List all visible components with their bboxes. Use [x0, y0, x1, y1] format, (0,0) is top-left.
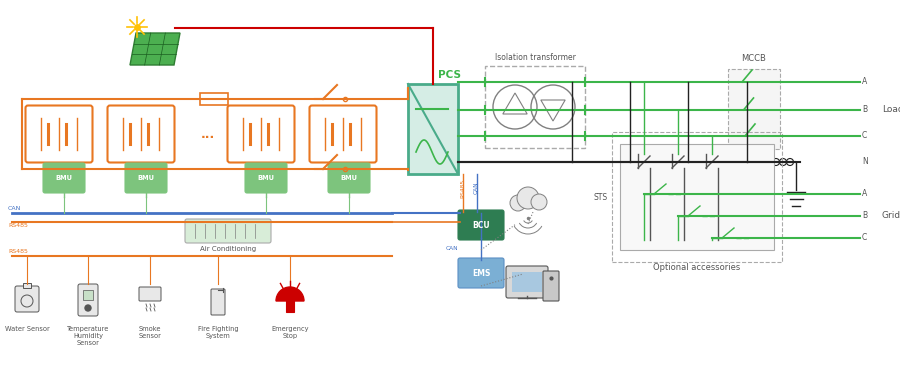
- FancyBboxPatch shape: [15, 286, 39, 312]
- Text: Fire Fighting
System: Fire Fighting System: [198, 326, 238, 339]
- FancyBboxPatch shape: [125, 163, 167, 193]
- FancyBboxPatch shape: [485, 66, 585, 148]
- FancyBboxPatch shape: [328, 163, 370, 193]
- FancyBboxPatch shape: [185, 219, 271, 243]
- Text: BCU: BCU: [472, 220, 490, 230]
- Text: EMS: EMS: [472, 268, 491, 278]
- Text: Isolation transformer: Isolation transformer: [495, 53, 575, 62]
- FancyBboxPatch shape: [245, 163, 287, 193]
- Wedge shape: [276, 287, 304, 301]
- Text: MCCB: MCCB: [742, 54, 767, 63]
- FancyBboxPatch shape: [543, 271, 559, 301]
- FancyBboxPatch shape: [139, 287, 161, 301]
- FancyBboxPatch shape: [211, 289, 225, 315]
- Text: B: B: [862, 212, 867, 220]
- Circle shape: [517, 187, 539, 209]
- FancyBboxPatch shape: [228, 106, 294, 162]
- Text: C: C: [862, 131, 868, 141]
- FancyBboxPatch shape: [23, 283, 31, 288]
- Text: BMU: BMU: [257, 175, 274, 181]
- Text: CAN: CAN: [474, 182, 479, 194]
- Text: Emergency
Stop: Emergency Stop: [271, 326, 309, 339]
- FancyBboxPatch shape: [107, 106, 175, 162]
- Circle shape: [85, 305, 91, 311]
- Text: STS: STS: [594, 192, 608, 202]
- FancyBboxPatch shape: [408, 84, 458, 174]
- Text: RS485: RS485: [460, 179, 465, 197]
- FancyBboxPatch shape: [506, 266, 548, 298]
- Text: BMU: BMU: [56, 175, 73, 181]
- FancyBboxPatch shape: [620, 144, 774, 250]
- Text: Water Sensor: Water Sensor: [4, 326, 50, 332]
- Text: BMU: BMU: [138, 175, 155, 181]
- Text: RS485: RS485: [8, 223, 28, 228]
- Text: CAN: CAN: [8, 206, 22, 211]
- FancyBboxPatch shape: [83, 290, 93, 300]
- Polygon shape: [130, 33, 180, 65]
- FancyBboxPatch shape: [728, 69, 780, 149]
- Text: Load: Load: [882, 104, 900, 114]
- Circle shape: [510, 195, 526, 211]
- FancyBboxPatch shape: [286, 300, 294, 312]
- Text: A: A: [862, 189, 868, 199]
- Text: Optional accessories: Optional accessories: [653, 263, 741, 272]
- Text: C: C: [862, 233, 868, 243]
- FancyBboxPatch shape: [43, 163, 85, 193]
- FancyBboxPatch shape: [310, 106, 376, 162]
- Text: N: N: [862, 157, 868, 167]
- Text: Temperature
Humidity
Sensor: Temperature Humidity Sensor: [67, 326, 109, 346]
- Text: A: A: [862, 78, 868, 86]
- FancyBboxPatch shape: [200, 93, 228, 105]
- FancyBboxPatch shape: [458, 258, 504, 288]
- Text: B: B: [862, 106, 867, 114]
- FancyBboxPatch shape: [25, 106, 93, 162]
- Text: BMU: BMU: [340, 175, 357, 181]
- Text: CAN: CAN: [446, 247, 458, 252]
- FancyBboxPatch shape: [78, 284, 98, 316]
- Circle shape: [531, 194, 547, 210]
- Text: Air Conditioning: Air Conditioning: [200, 246, 256, 252]
- Text: PCS: PCS: [438, 70, 461, 80]
- Text: Smoke
Sensor: Smoke Sensor: [139, 326, 161, 339]
- FancyBboxPatch shape: [458, 210, 504, 240]
- Text: ...: ...: [201, 127, 215, 141]
- FancyBboxPatch shape: [512, 272, 542, 292]
- Text: RS485: RS485: [8, 249, 28, 254]
- Text: Grid: Grid: [882, 212, 900, 220]
